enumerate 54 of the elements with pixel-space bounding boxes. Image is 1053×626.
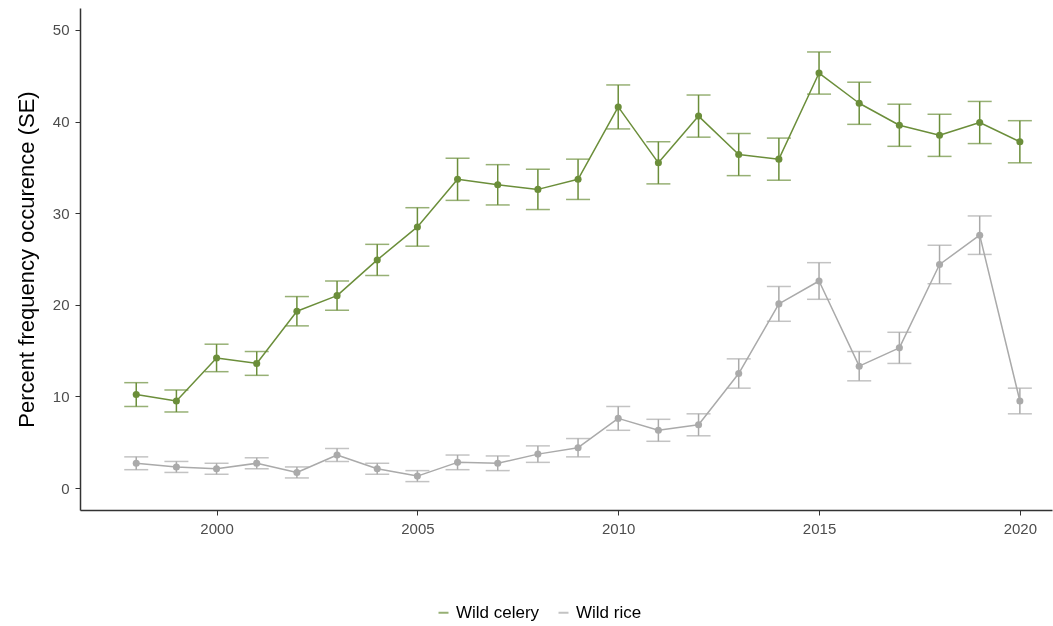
x-tick-label: 2020: [1003, 519, 1038, 537]
point: [936, 131, 944, 139]
y-tick-label: 40: [52, 113, 70, 131]
point: [534, 450, 542, 458]
y-axis-title: Percent frequency occurence (SE): [13, 91, 39, 428]
point: [936, 260, 944, 269]
point: [413, 223, 421, 231]
y-tick-label: 50: [52, 21, 70, 39]
legend-label: Wild rice: [576, 602, 642, 622]
y-tick-label: 20: [52, 296, 70, 314]
point: [654, 159, 662, 167]
point: [132, 459, 140, 467]
point: [735, 151, 743, 159]
point: [534, 185, 542, 193]
point: [614, 103, 622, 111]
point: [454, 175, 462, 183]
point: [695, 421, 703, 429]
point: [855, 99, 863, 107]
point: [293, 307, 301, 315]
point: [333, 451, 341, 459]
point: [775, 300, 783, 308]
point: [976, 118, 984, 127]
y-tick-label: 30: [52, 204, 70, 222]
point: [172, 397, 180, 405]
point: [132, 391, 140, 399]
legend-label: Wild celery: [456, 602, 540, 622]
point: [654, 426, 662, 434]
point: [1016, 138, 1024, 146]
x-tick-label: 2005: [401, 519, 435, 537]
point: [855, 362, 863, 370]
point: [333, 292, 341, 300]
y-tick-label: 0: [61, 479, 70, 497]
point: [373, 256, 381, 264]
point: [895, 344, 903, 352]
point: [815, 277, 823, 285]
point: [494, 459, 502, 467]
point: [735, 369, 743, 378]
point: [695, 112, 703, 120]
point: [1016, 397, 1024, 405]
point: [213, 354, 221, 362]
point: [976, 231, 984, 239]
point: [775, 155, 783, 163]
point: [574, 444, 582, 452]
x-tick-label: 2000: [200, 519, 234, 537]
point: [253, 359, 261, 367]
point: [494, 181, 502, 189]
point: [614, 414, 622, 422]
point: [454, 458, 462, 466]
x-tick-label: 2010: [602, 519, 636, 537]
y-tick-label: 10: [52, 387, 70, 405]
point: [815, 69, 823, 77]
point: [574, 175, 582, 183]
point: [895, 121, 903, 129]
x-tick-label: 2015: [802, 519, 837, 537]
